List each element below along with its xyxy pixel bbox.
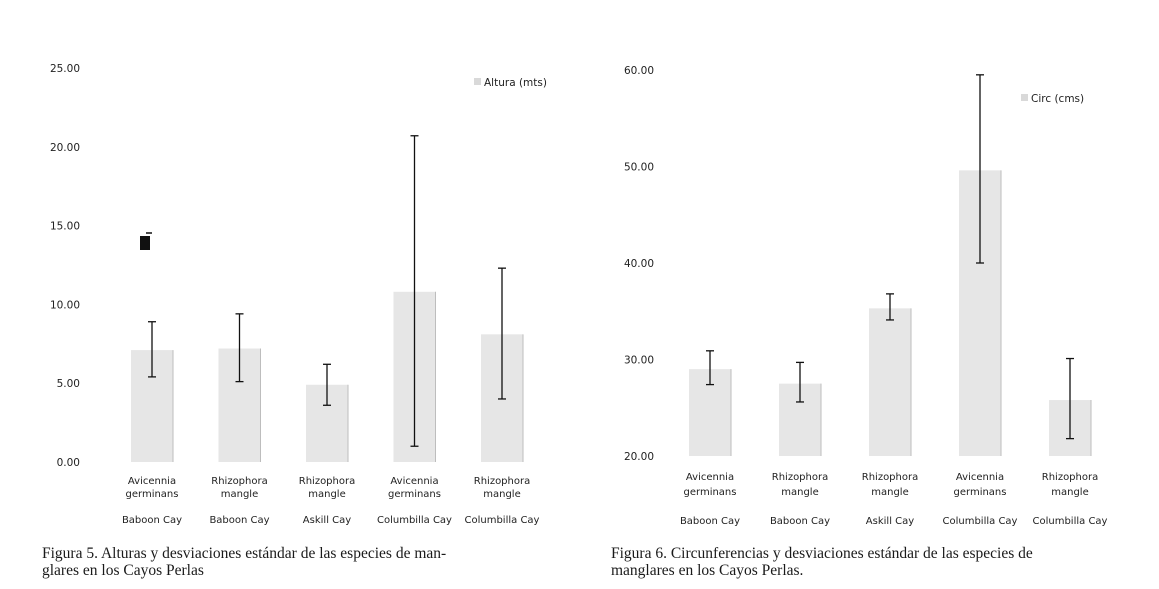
y-tick-label: 40.00 xyxy=(624,258,654,270)
figure-5-caption: Figura 5. Alturas y desviaciones estánda… xyxy=(42,545,572,579)
y-tick-label: 10.00 xyxy=(50,299,80,311)
figure-5-caption-line-1: Figura 5. Alturas y desviaciones estánda… xyxy=(42,545,447,562)
figure-6-caption: Figura 6. Circunferencias y desviaciones… xyxy=(611,545,1156,579)
site-label: Columbilla Cay xyxy=(465,515,540,526)
category-label-line-1: Rhizophora xyxy=(211,476,267,487)
chart-alturas: 0.00 5.00 10.00 15.00 20.00 25.00 Avicennia ger… xyxy=(50,63,547,526)
category-label-line-1: Rhizophora xyxy=(772,472,828,483)
site-label: Columbilla Cay xyxy=(377,515,452,526)
category-label-line-2: germinans xyxy=(388,489,441,500)
y-tick-label: 25.00 xyxy=(50,63,80,75)
figure-6-caption-line-1: Figura 6. Circunferencias y desviaciones… xyxy=(611,545,1033,562)
figure-6: 20.00 30.00 40.00 50.00 60.00 Avicennia germin… xyxy=(580,0,1159,589)
legend-swatch xyxy=(474,78,481,85)
legend-swatch xyxy=(1021,94,1028,101)
category-label-line-2: mangle xyxy=(781,487,819,498)
y-tick-label: 50.00 xyxy=(624,162,654,174)
site-label: Columbilla Cay xyxy=(943,516,1018,527)
legend-label: Circ (cms) xyxy=(1031,93,1084,105)
category-label-line-2: mangle xyxy=(308,489,346,500)
category-label-line-1: Rhizophora xyxy=(299,476,355,487)
category-label-line-1: Avicennia xyxy=(686,472,734,483)
site-label: Baboon Cay xyxy=(209,515,269,526)
category-label-line-1: Rhizophora xyxy=(1042,472,1098,483)
category-label-line-2: mangle xyxy=(871,487,909,498)
category-label-line-2: germinans xyxy=(684,487,737,498)
figure-6-caption-line-2: manglares en los Cayos Perlas. xyxy=(611,562,804,579)
scan-artifact xyxy=(140,236,150,250)
category-label-line-1: Rhizophora xyxy=(862,472,918,483)
y-tick-label: 5.00 xyxy=(57,378,80,390)
category-label-line-1: Avicennia xyxy=(956,472,1004,483)
figure-5: 0.00 5.00 10.00 15.00 20.00 25.00 Avicennia ger… xyxy=(42,63,572,579)
y-tick-label: 60.00 xyxy=(624,65,654,77)
chart-circunferencias: 20.00 30.00 40.00 50.00 60.00 Avicennia germin… xyxy=(624,65,1108,527)
site-label: Baboon Cay xyxy=(122,515,182,526)
category-label-line-1: Avicennia xyxy=(390,476,438,487)
y-tick-label: 20.00 xyxy=(50,142,80,154)
site-label: Columbilla Cay xyxy=(1033,516,1108,527)
y-tick-label: 20.00 xyxy=(624,451,654,463)
site-label: Askill Cay xyxy=(303,515,351,526)
y-tick-label: 15.00 xyxy=(50,221,80,233)
site-label: Baboon Cay xyxy=(770,516,830,527)
category-label-line-2: mangle xyxy=(1051,487,1089,498)
legend-label: Altura (mts) xyxy=(484,77,547,89)
site-label: Askill Cay xyxy=(866,516,914,527)
site-label: Baboon Cay xyxy=(680,516,740,527)
figure-5-caption-line-2: glares en los Cayos Perlas xyxy=(42,562,204,579)
category-label-line-2: germinans xyxy=(126,489,179,500)
category-label-line-2: germinans xyxy=(954,487,1007,498)
category-label-line-2: mangle xyxy=(221,489,259,500)
y-tick-label: 0.00 xyxy=(57,457,80,469)
bar xyxy=(869,308,911,456)
y-tick-label: 30.00 xyxy=(624,355,654,367)
category-label-line-2: mangle xyxy=(483,489,521,500)
category-label-line-1: Rhizophora xyxy=(474,476,530,487)
category-label-line-1: Avicennia xyxy=(128,476,176,487)
